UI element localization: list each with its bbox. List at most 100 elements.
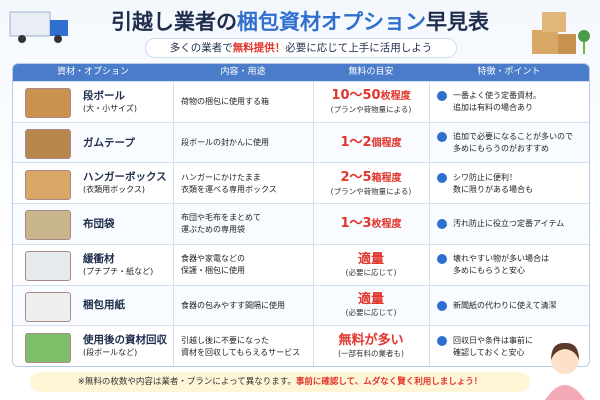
content-cell: 引越し後に不要になった資材を回収してもらえるサービス (181, 326, 311, 366)
amount-note: (プランや荷物量による) (330, 105, 412, 115)
amount: 適量 (358, 292, 384, 307)
subtitle-text: 多くの業者で (169, 42, 233, 54)
amount-value: 無料が多い (338, 333, 404, 349)
amount-unit: 箱程度 (371, 172, 402, 184)
column-divider (173, 163, 174, 205)
feature-line: シワ防止に便利！ (453, 172, 517, 182)
table-row: ガムテープ 段ボールの封かんに使用 1～2個程度 追加で必要になることが多いので 多めに… (13, 121, 589, 164)
content-line: 布団や毛布をまとめて (181, 213, 261, 223)
content-cell: 食器の包みやすす間隔に使用 (181, 286, 311, 327)
column-divider (313, 326, 314, 366)
truck-icon (9, 11, 68, 43)
amount-cell: 1～2個程度 (313, 123, 429, 164)
item-name: 使用後の資材回収 (83, 334, 167, 347)
item-cell: ハンガーボックス (衣類用ボックス) (83, 163, 173, 204)
column-divider (429, 163, 430, 205)
content-line: 衣類を運べる専用ボックス (181, 184, 277, 194)
column-divider (313, 285, 314, 327)
column-divider (313, 82, 314, 123)
item-sub: (衣類用ボックス) (83, 185, 146, 195)
check-icon (437, 132, 447, 143)
column-divider (173, 285, 174, 327)
item-name: ハンガーボックス (83, 171, 167, 184)
column-header: 特徴・ポイント (429, 64, 589, 81)
content-cell: ハンガーにかけたまま衣類を運べる専用ボックス (181, 163, 311, 204)
feature-line: 追加で必要になることが多いので (453, 132, 573, 142)
feature-line: 一番よく使う定番資材。 (453, 91, 541, 101)
item-sub: (段ボールなど) (83, 348, 138, 358)
item-cell: 使用後の資材回収 (段ボールなど) (83, 326, 173, 366)
subtitle-highlight: 無料提供！ (232, 42, 286, 54)
column-divider (429, 204, 430, 245)
feature-line: 数に限りがある場合も (453, 184, 533, 194)
amount-note: (一部有料の業者も) (338, 349, 404, 359)
table-row: 緩衝材 (プチプチ・紙など) 食器や家電などの 保護・梱包に使用 適量 (必要に応じて) 壊… (13, 243, 589, 286)
feature-cell: 汚れ防止に役立つ定番アイテム (453, 204, 585, 245)
item-name: 緩衝材 (83, 252, 115, 265)
content-line: 食器や家電などの (181, 254, 245, 264)
table-row: ハンガーボックス (衣類用ボックス) ハンガーにかけたまま 衣類を運べる専用ボックス 2… (13, 162, 589, 205)
amount-note: (必要に応じて) (345, 308, 397, 318)
feature-cell: 壊れやすい物が多い場合は 多めにもらうと安心 (453, 245, 585, 286)
amount-cell: 適量 (必要に応じて) (313, 286, 429, 327)
feature-cell: 一番よく使う定番資材。 追加は有料の場合あり (453, 82, 585, 123)
item-cell: ガムテープ (83, 123, 173, 164)
amount: 無料が多い (338, 333, 403, 348)
content-line: 引越し後に不要になった (181, 335, 269, 345)
column-divider (313, 163, 314, 205)
footer-highlight: 事前に確認して、ムダなく賢く利用しましょう！ (295, 377, 483, 387)
amount-value: 1～3 (340, 216, 372, 232)
feature-line: 新聞紙の代わりに使えて清潔 (453, 300, 557, 310)
table-row: 使用後の資材回収 (段ボールなど) 引越し後に不要になった 資材を回収してもらえるサー… (13, 325, 589, 366)
check-icon (437, 254, 447, 265)
content-cell: 荷物の梱包に使用する箱 (181, 82, 311, 123)
amount: 1～2個程度 (340, 135, 401, 151)
amount-cell: 10～50枚程度 (プランや荷物量による) (313, 82, 429, 123)
amount-note: (プランや荷物量による) (330, 186, 412, 196)
table: 資材・オプション 内容・用途 無料の目安 特徴・ポイント 段ボール (大・小サイズ) 荷物の… (12, 63, 590, 367)
feature-cell: 追加で必要になることが多いので 多めにもらうのがおすすめ (453, 123, 585, 164)
amount-value: 適量 (357, 292, 384, 308)
content-cell: 布団や毛布をまとめて 運ぶための専用袋 (181, 204, 311, 245)
item-sub: (大・小サイズ) (83, 103, 138, 113)
content-line: 食器の包みやすす間隔に使用 (181, 300, 285, 310)
column-divider (173, 82, 174, 123)
content-line: ハンガーにかけたまま (181, 172, 261, 182)
amount-value: 10～50 (331, 88, 381, 104)
column-divider (173, 204, 174, 245)
item-cell: 段ボール (大・小サイズ) (83, 82, 173, 123)
column-divider (173, 122, 174, 164)
feature-line: 追加は有料の場合あり (453, 103, 533, 113)
amount-value: 2～5 (340, 169, 372, 185)
item-cell: 緩衝材 (プチプチ・紙など) (83, 245, 173, 286)
content-line: 荷物の梱包に使用する箱 (181, 97, 269, 107)
amount: 2～5箱程度 (340, 170, 401, 186)
amount: 適量 (358, 252, 384, 267)
amount-value: 適量 (357, 251, 384, 267)
content-line: 資材を回収してもらえるサービス (181, 347, 301, 357)
column-divider (313, 122, 314, 164)
amount: 10～50枚程度 (331, 88, 410, 104)
check-icon (437, 335, 447, 346)
column-divider (429, 82, 430, 123)
feature-line: 汚れ防止に役立つ定番アイテム (453, 219, 565, 229)
feature-line: 多めにもらうのがおすすめ (453, 144, 549, 154)
feature-cell: 新聞紙の代わりに使えて清潔 (453, 286, 585, 327)
amount-cell: 適量 (必要に応じて) (313, 245, 429, 286)
amount-unit: 枚程度 (371, 219, 402, 231)
item-name: 布団袋 (83, 217, 115, 230)
feature-line: 回収日や条件は事前に (453, 335, 533, 345)
feature-line: 壊れやすい物が多い場合は (453, 254, 549, 264)
content-cell: 段ボールの封かんに使用 (181, 123, 311, 164)
amount: 1～3枚程度 (340, 216, 401, 232)
column-divider (429, 122, 430, 164)
item-cell: 梱包用紙 (83, 286, 173, 327)
column-divider (313, 244, 314, 286)
title-text: 引越し業者の (111, 10, 237, 34)
item-icon (25, 169, 71, 200)
amount-note: (必要に応じて) (345, 267, 397, 277)
column-header: 内容・用途 (173, 64, 313, 81)
item-cell: 布団袋 (83, 204, 173, 245)
item-icon (25, 251, 71, 282)
